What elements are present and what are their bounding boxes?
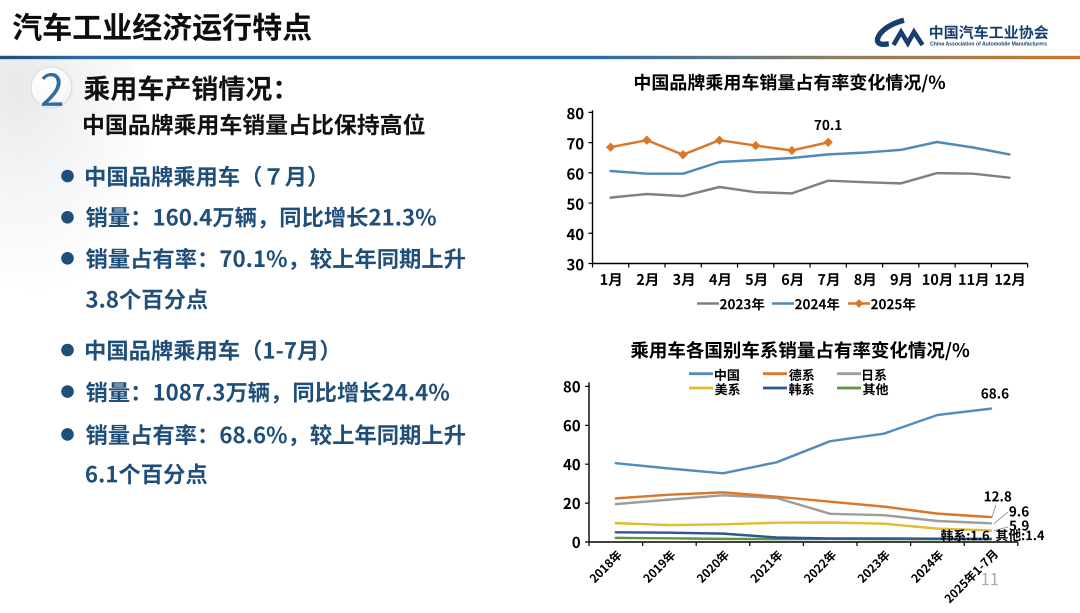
svg-text:China Association of Automobil: China Association of Automobile Manufact… bbox=[930, 42, 1047, 48]
